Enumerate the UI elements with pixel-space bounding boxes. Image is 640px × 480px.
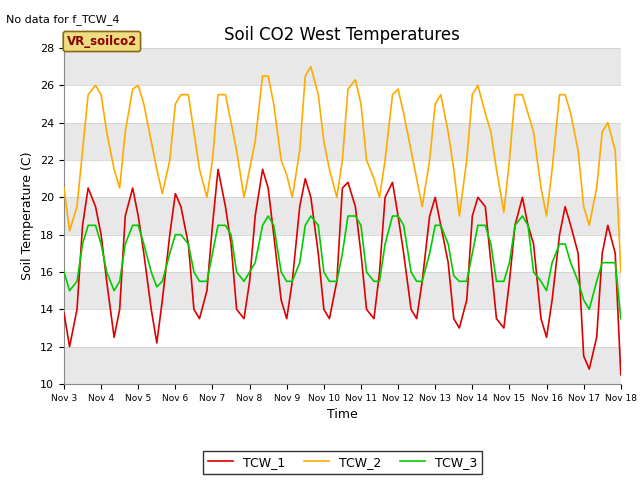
TCW_2	[307, 64, 315, 70]
Y-axis label: Soil Temperature (C): Soil Temperature (C)	[22, 152, 35, 280]
TCW_1	[129, 185, 136, 191]
TCW_2	[203, 194, 211, 200]
TCW_2	[190, 129, 198, 135]
TCW_3	[203, 278, 211, 284]
TCW_3	[537, 278, 545, 284]
Bar	[64, 347, 621, 384]
TCW_1	[537, 316, 545, 322]
Title: Soil CO2 West Temperatures: Soil CO2 West Temperatures	[225, 25, 460, 44]
TCW_2	[611, 148, 619, 154]
TCW_1	[214, 167, 222, 172]
TCW_2	[60, 185, 68, 191]
Text: No data for f_TCW_4: No data for f_TCW_4	[6, 14, 120, 25]
TCW_1	[60, 310, 68, 316]
Bar	[64, 48, 621, 85]
TCW_1	[604, 222, 612, 228]
TCW_2	[604, 120, 612, 126]
Bar	[64, 272, 621, 309]
TCW_1	[190, 306, 198, 312]
TCW_3	[611, 260, 619, 265]
TCW_3	[60, 269, 68, 275]
TCW_3	[604, 260, 612, 265]
Bar	[64, 197, 621, 235]
Line: TCW_1: TCW_1	[64, 169, 621, 375]
TCW_3	[264, 213, 272, 219]
TCW_3	[617, 316, 625, 322]
Line: TCW_3: TCW_3	[64, 216, 621, 319]
TCW_3	[190, 269, 198, 275]
TCW_1	[617, 372, 625, 378]
Bar	[64, 123, 621, 160]
Line: TCW_2: TCW_2	[64, 67, 621, 272]
Text: VR_soilco2: VR_soilco2	[67, 35, 137, 48]
TCW_1	[203, 288, 211, 294]
TCW_2	[129, 86, 136, 92]
TCW_2	[537, 185, 545, 191]
TCW_3	[129, 222, 136, 228]
TCW_2	[617, 269, 625, 275]
X-axis label: Time: Time	[327, 408, 358, 421]
Legend: TCW_1, TCW_2, TCW_3: TCW_1, TCW_2, TCW_3	[203, 451, 482, 474]
TCW_1	[611, 251, 619, 256]
